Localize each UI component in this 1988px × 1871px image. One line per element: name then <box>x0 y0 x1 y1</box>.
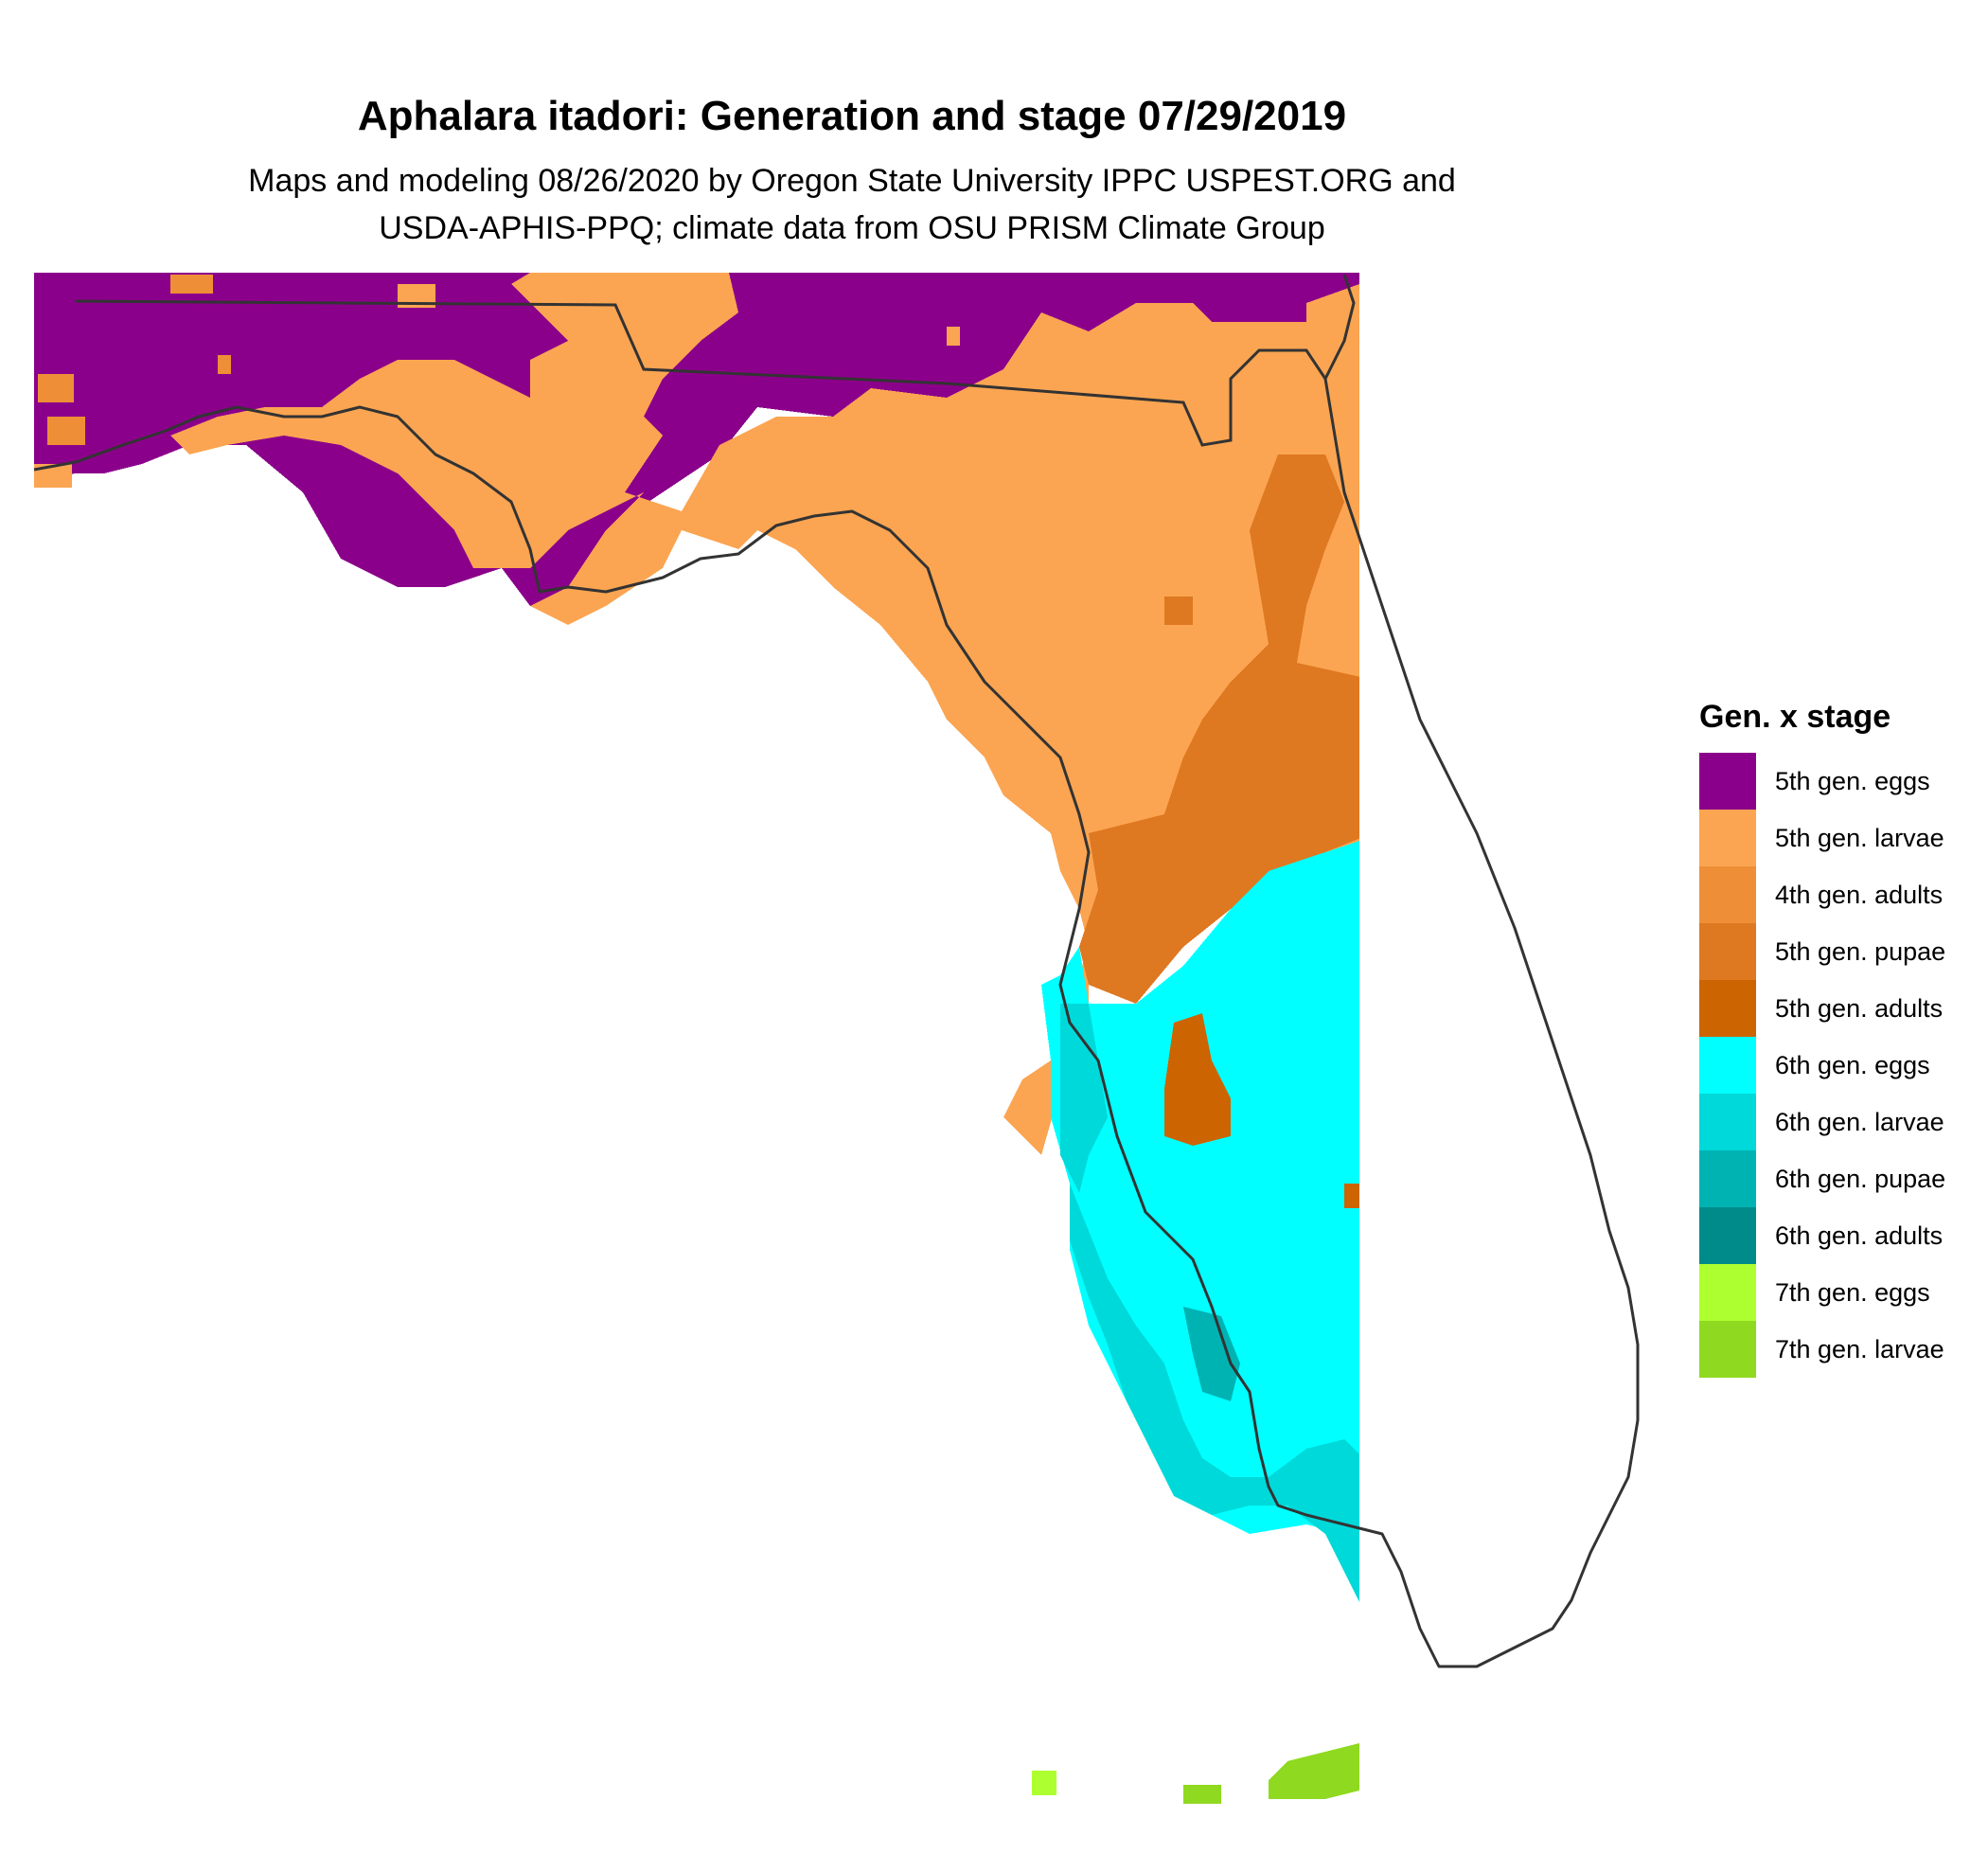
patch-5th-gen-adults <box>1363 1004 1386 1032</box>
legend-label: 6th gen. larvae <box>1775 1107 1944 1136</box>
legend-swatch <box>1699 1321 1756 1378</box>
region-6th-gen-larvae-coast <box>1060 1004 1108 1193</box>
legend-item: 5th gen. pupae <box>1699 923 1983 980</box>
legend-label: 6th gen. eggs <box>1775 1050 1930 1079</box>
state-border-line <box>75 299 1327 447</box>
legend-label: 5th gen. larvae <box>1775 823 1944 852</box>
patch-7th-gen-eggs <box>1439 1742 1467 1761</box>
legend-item: 6th gen. larvae <box>1699 1094 1983 1150</box>
legend-label: 5th gen. eggs <box>1775 766 1930 795</box>
region-5th-gen-pupae <box>1079 454 1359 1004</box>
legend-label: 4th gen. adults <box>1775 880 1944 909</box>
legend-label: 7th gen. eggs <box>1775 1277 1930 1307</box>
patch-5th-gen-adults <box>1344 1184 1359 1208</box>
state-outline <box>33 274 1640 1668</box>
region-7th-gen-larvae-keys <box>1269 1743 1359 1799</box>
map-subtitle-line2: USDA-APHIS-PPQ; climate data from OSU PR… <box>379 210 1325 246</box>
patch-7th-gen-larvae <box>1401 1752 1439 1771</box>
legend-item: 6th gen. adults <box>1699 1207 1983 1264</box>
patch-5th-gen-pupae <box>1164 597 1193 625</box>
legend-swatch <box>1699 866 1756 923</box>
region-6th-gen-adults <box>1411 1477 1647 1666</box>
patch-6th-gen-adults <box>1420 1695 1448 1714</box>
region-5th-gen-adults <box>1382 757 1534 909</box>
legend-items: 5th gen. eggs 5th gen. larvae 4th gen. adu… <box>1699 753 1983 1378</box>
legend-swatch <box>1699 923 1756 980</box>
legend-label: 7th gen. larvae <box>1775 1334 1944 1363</box>
legend-item: 5th gen. adults <box>1699 980 1983 1037</box>
legend-item: 7th gen. larvae <box>1699 1321 1983 1378</box>
legend-swatch <box>1699 1207 1756 1264</box>
region-6th-gen-larvae <box>1070 1184 1359 1602</box>
legend-label: 5th gen. adults <box>1775 993 1944 1023</box>
legend-item: 7th gen. eggs <box>1699 1264 1983 1321</box>
legend-label: 6th gen. adults <box>1775 1221 1944 1250</box>
region-7th-gen-eggs-keys <box>1477 1591 1628 1780</box>
legend-label: 6th gen. pupae <box>1775 1164 1946 1193</box>
legend-swatch <box>1699 1037 1756 1094</box>
region-5th-gen-adults-east <box>1392 956 1553 1193</box>
legend-swatch <box>1699 1150 1756 1207</box>
patch-4th-gen-adults <box>170 275 213 294</box>
legend-item: 6th gen. eggs <box>1699 1037 1983 1094</box>
patch-7th-gen-eggs <box>1032 1771 1056 1795</box>
map-subtitle-line1: Maps and modeling 08/26/2020 by Oregon S… <box>248 163 1456 199</box>
legend-title: Gen. x stage <box>1699 699 1891 735</box>
patch-7th-gen-eggs <box>1609 1515 1628 1538</box>
patch-4th-gen-adults <box>47 417 85 445</box>
region-5th-gen-larvae <box>170 273 1359 1155</box>
florida-stage-map <box>33 273 1647 1804</box>
patch-4th-gen-adults <box>38 374 74 402</box>
patch-7th-gen-larvae <box>1183 1785 1221 1804</box>
legend-swatch <box>1699 980 1756 1037</box>
patch-5th-gen-larvae <box>947 327 960 346</box>
legend-swatch <box>1699 1094 1756 1150</box>
patch-4th-gen-adults <box>218 355 231 374</box>
region-6th-gen-pupae-west <box>1183 1307 1240 1401</box>
map-title: Aphalara itadori: Generation and stage 0… <box>357 93 1347 139</box>
region-5th-gen-eggs-panhandle <box>34 273 1359 606</box>
region-5th-gen-adults-west <box>1164 1013 1231 1146</box>
legend-swatch <box>1699 1264 1756 1321</box>
legend: Gen. x stage 5th gen. eggs 5th gen. larva… <box>1699 699 1983 1378</box>
legend-label: 5th gen. pupae <box>1775 936 1946 966</box>
legend-item: 6th gen. pupae <box>1699 1150 1983 1207</box>
legend-swatch <box>1699 753 1756 810</box>
legend-item: 5th gen. larvae <box>1699 810 1983 866</box>
legend-item: 5th gen. eggs <box>1699 753 1983 810</box>
legend-item: 4th gen. adults <box>1699 866 1983 923</box>
legend-swatch <box>1699 810 1756 866</box>
